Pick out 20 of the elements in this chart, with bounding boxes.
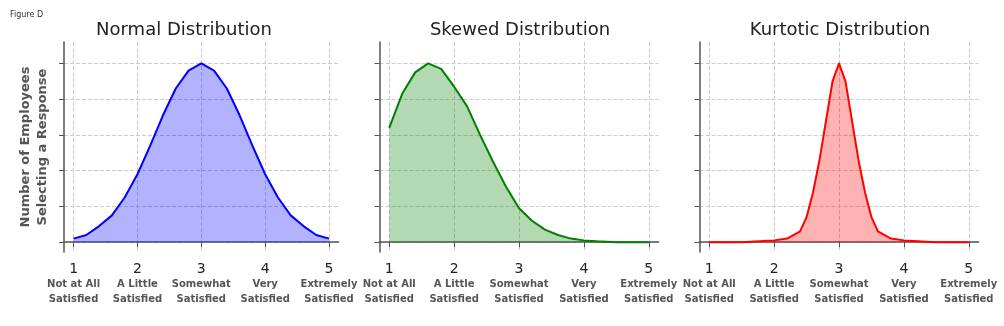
y-axis-title: Number of Employees Selecting a Response <box>17 66 49 228</box>
x-tick-label: 4 Very Satisfied <box>559 260 609 304</box>
x-tick-label: 3 Somewhat Satisfied <box>171 260 232 304</box>
chart-title: Skewed Distribution <box>429 17 611 39</box>
x-tick-label: 5 Extremely Satisfied <box>940 260 998 304</box>
x-tick-label: 1 Not at All Satisfied <box>682 260 736 304</box>
x-tick-label: 3 Somewhat Satisfied <box>809 260 869 304</box>
x-tick-label: 4 Very Satisfied <box>879 260 929 304</box>
x-tick-label: 1 Not at All Satisfied <box>362 260 416 304</box>
x-tick-label: 4 Very Satisfied <box>240 260 290 304</box>
x-tick-label: 2 A Little Satisfied <box>429 260 479 304</box>
x-tick-label: 2 A Little Satisfied <box>112 260 163 304</box>
chart-title: Kurtotic Distribution <box>749 17 931 39</box>
x-tick-label: 3 Somewhat Satisfied <box>489 260 549 304</box>
x-tick-label: 5 Extremely Satisfied <box>620 260 678 304</box>
chart-title: Normal Distribution <box>96 17 272 39</box>
x-tick-label: 5 Extremely Satisfied <box>300 260 358 304</box>
x-tick-label: 2 A Little Satisfied <box>749 260 799 304</box>
x-tick-label: 1 Not at All Satisfied <box>47 260 101 304</box>
text: Figure D <box>10 9 44 19</box>
